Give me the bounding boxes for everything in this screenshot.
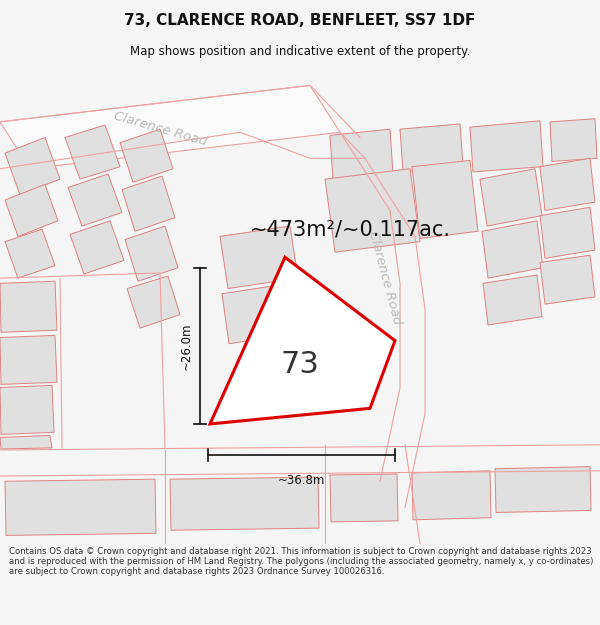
Polygon shape bbox=[0, 436, 52, 449]
Polygon shape bbox=[120, 129, 173, 182]
Polygon shape bbox=[122, 176, 175, 231]
Polygon shape bbox=[550, 119, 597, 161]
Polygon shape bbox=[482, 221, 543, 278]
Polygon shape bbox=[5, 138, 60, 195]
Polygon shape bbox=[330, 129, 393, 180]
Text: Clarence Road: Clarence Road bbox=[112, 109, 208, 149]
Polygon shape bbox=[0, 386, 54, 434]
Text: 73, CLARENCE ROAD, BENFLEET, SS7 1DF: 73, CLARENCE ROAD, BENFLEET, SS7 1DF bbox=[124, 12, 476, 28]
Polygon shape bbox=[65, 125, 120, 179]
Text: ~473m²/~0.117ac.: ~473m²/~0.117ac. bbox=[250, 219, 451, 239]
Polygon shape bbox=[220, 226, 298, 289]
Polygon shape bbox=[495, 467, 591, 512]
Polygon shape bbox=[170, 477, 319, 530]
Text: Contains OS data © Crown copyright and database right 2021. This information is : Contains OS data © Crown copyright and d… bbox=[9, 547, 593, 576]
Polygon shape bbox=[0, 336, 57, 384]
Polygon shape bbox=[127, 276, 180, 328]
Text: ~26.0m: ~26.0m bbox=[179, 322, 193, 369]
Text: Map shows position and indicative extent of the property.: Map shows position and indicative extent… bbox=[130, 45, 470, 58]
Polygon shape bbox=[5, 479, 156, 536]
Polygon shape bbox=[0, 86, 340, 169]
Polygon shape bbox=[5, 229, 55, 278]
Polygon shape bbox=[540, 158, 595, 211]
Polygon shape bbox=[330, 474, 398, 522]
Polygon shape bbox=[325, 169, 420, 252]
Polygon shape bbox=[470, 121, 543, 172]
Polygon shape bbox=[412, 161, 478, 239]
Polygon shape bbox=[68, 174, 122, 226]
Polygon shape bbox=[70, 221, 124, 274]
Polygon shape bbox=[412, 471, 491, 520]
Polygon shape bbox=[265, 338, 313, 375]
Text: 73: 73 bbox=[281, 350, 319, 379]
Polygon shape bbox=[540, 208, 595, 258]
Polygon shape bbox=[0, 281, 57, 332]
Polygon shape bbox=[400, 124, 463, 172]
Polygon shape bbox=[540, 255, 595, 304]
Polygon shape bbox=[5, 184, 58, 236]
Polygon shape bbox=[483, 275, 542, 325]
Polygon shape bbox=[222, 283, 297, 344]
Text: ~36.8m: ~36.8m bbox=[278, 474, 325, 487]
Polygon shape bbox=[480, 169, 542, 226]
Polygon shape bbox=[125, 226, 178, 281]
Text: Clarence Road: Clarence Road bbox=[366, 230, 404, 326]
Polygon shape bbox=[210, 258, 395, 424]
